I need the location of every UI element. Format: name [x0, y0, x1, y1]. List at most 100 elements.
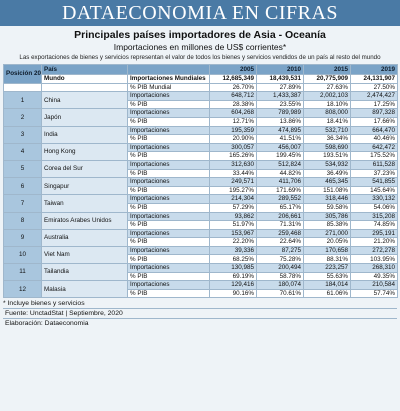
imports-value: 184,014: [303, 280, 351, 290]
page-title: Principales países importadores de Asia …: [74, 29, 326, 41]
pib-value: 69.19%: [209, 271, 257, 282]
world-pib-2019: 27.50%: [350, 82, 398, 93]
imports-value: 648,712: [209, 91, 257, 101]
imports-value: 249,571: [209, 177, 257, 187]
imports-value: 271,000: [303, 228, 351, 239]
imports-value: 642,472: [350, 142, 398, 153]
imports-value: 897,328: [350, 108, 398, 118]
pib-value: 75.28%: [256, 254, 304, 265]
rank-cell: 2: [3, 108, 42, 127]
pib-value: 57.74%: [350, 288, 398, 299]
imports-value: 315,208: [350, 211, 398, 222]
pib-value: 61.06%: [303, 288, 351, 299]
imports-value: 210,584: [350, 280, 398, 290]
table-row: % PIB 28.38% 23.55% 18.10% 17.25%: [4, 99, 398, 110]
pib-value: 13.86%: [256, 116, 304, 127]
imports-value: 541,855: [350, 177, 398, 187]
pib-value: 33.44%: [209, 168, 257, 179]
imports-value: 456,007: [256, 142, 304, 153]
world-imports-row: Mundo Importaciones Mundiales 12,685,349…: [4, 74, 398, 84]
pib-value: 68.25%: [209, 254, 257, 265]
pib-label: % PIB: [127, 254, 210, 265]
imports-value: 305,786: [303, 211, 351, 222]
pib-value: 171.69%: [256, 185, 304, 196]
imports-table: Posición 2019 País 2005 2010 2015 2019 M…: [3, 64, 398, 299]
imports-label: Importaciones: [127, 263, 210, 273]
country-cell: India: [41, 125, 128, 144]
pib-value: 20.05%: [303, 237, 351, 247]
pib-value: 22.20%: [209, 237, 257, 247]
imports-value: 259,468: [256, 228, 304, 239]
imports-label: Importaciones: [127, 142, 210, 153]
pib-value: 22.64%: [256, 237, 304, 247]
imports-value: 330,132: [350, 194, 398, 204]
imports-value: 180,074: [256, 280, 304, 290]
imports-value: 318,446: [303, 194, 351, 204]
imports-value: 534,932: [303, 159, 351, 170]
table-row: 9 Australia Importaciones 153,967 259,468 271…: [3, 228, 398, 247]
imports-value: 300,057: [209, 142, 257, 153]
pib-value: 17.25%: [350, 99, 398, 110]
pib-value: 90.16%: [209, 288, 257, 299]
table-row: 2 Japón Importaciones 604,268 789,989 808,000…: [3, 108, 398, 127]
imports-value: 664,470: [350, 125, 398, 136]
pib-label: % PIB: [127, 116, 210, 127]
pib-value: 49.35%: [350, 271, 398, 282]
pib-value: 54.06%: [350, 202, 398, 213]
pib-label: % PIB: [127, 168, 210, 179]
country-cell: Tailandia: [41, 263, 128, 282]
rank-cell: 12: [3, 280, 42, 299]
imports-value: 789,989: [256, 108, 304, 118]
world-pib-2015: 27.63%: [303, 82, 351, 93]
header-2005: 2005: [209, 64, 257, 75]
pib-label: % PIB: [127, 220, 210, 230]
world-imports-2015: 20,775,909: [303, 74, 351, 84]
imports-label: Importaciones: [127, 177, 210, 187]
world-imports-label: Importaciones Mundiales: [127, 74, 210, 84]
pib-label: % PIB: [127, 99, 210, 110]
pib-value: 70.61%: [256, 288, 304, 299]
pib-value: 151.08%: [303, 185, 351, 196]
pib-value: 18.10%: [303, 99, 351, 110]
table-row: 6 Singapur Importaciones 249,571 411,706 465,…: [3, 177, 398, 196]
table-row: % PIB 68.25% 75.28% 88.31% 103.95%: [4, 254, 398, 265]
country-cell: Hong Kong: [41, 142, 128, 161]
footnote: * Incluye bienes y servicios: [3, 300, 85, 308]
pib-value: 20.90%: [209, 134, 257, 144]
imports-value: 411,706: [256, 177, 304, 187]
world-pib-row: % PIB Mundial 26.70% 27.89% 27.63% 27.50…: [3, 82, 398, 93]
imports-value: 129,416: [209, 280, 257, 290]
pib-value: 36.34%: [303, 134, 351, 144]
pib-value: 40.46%: [350, 134, 398, 144]
pib-value: 44.82%: [256, 168, 304, 179]
page-subtitle: Importaciones en millones de US$ corrien…: [113, 42, 287, 52]
country-cell: Corea del Sur: [41, 159, 128, 179]
imports-value: 170,658: [303, 245, 351, 256]
rank-cell: 3: [3, 125, 42, 144]
imports-value: 130,985: [209, 263, 257, 273]
imports-value: 214,304: [209, 194, 257, 204]
country-cell: Singapur: [41, 177, 128, 196]
header-2019: 2019: [350, 64, 398, 75]
table-row: % PIB 90.16% 70.61% 61.06% 57.74%: [4, 288, 398, 299]
country-cell: China: [41, 91, 128, 110]
world-pib-2010: 27.89%: [256, 82, 304, 93]
pib-label: % PIB: [127, 134, 210, 144]
world-name: Mundo: [41, 74, 128, 84]
author-line: Elaboración: Dataeconomia: [3, 318, 397, 329]
pib-label: % PIB: [127, 202, 210, 213]
imports-value: 195,359: [209, 125, 257, 136]
table-row: 5 Corea del Sur Importaciones 312,630 512,82…: [3, 159, 398, 179]
rank-cell: 7: [3, 194, 42, 213]
imports-label: Importaciones: [127, 280, 210, 290]
pib-value: 37.23%: [350, 168, 398, 179]
rank-cell: 8: [3, 211, 42, 230]
banner-title: DATAECONOMIA EN CIFRAS: [0, 0, 400, 26]
imports-value: 474,895: [256, 125, 304, 136]
table-header-row: Posición 2019 País 2005 2010 2015 2019: [3, 64, 398, 84]
imports-value: 295,191: [350, 228, 398, 239]
country-cell: Viet Nam: [41, 245, 128, 265]
pib-value: 17.66%: [350, 116, 398, 127]
rank-cell: 4: [3, 142, 42, 161]
pib-value: 145.64%: [350, 185, 398, 196]
